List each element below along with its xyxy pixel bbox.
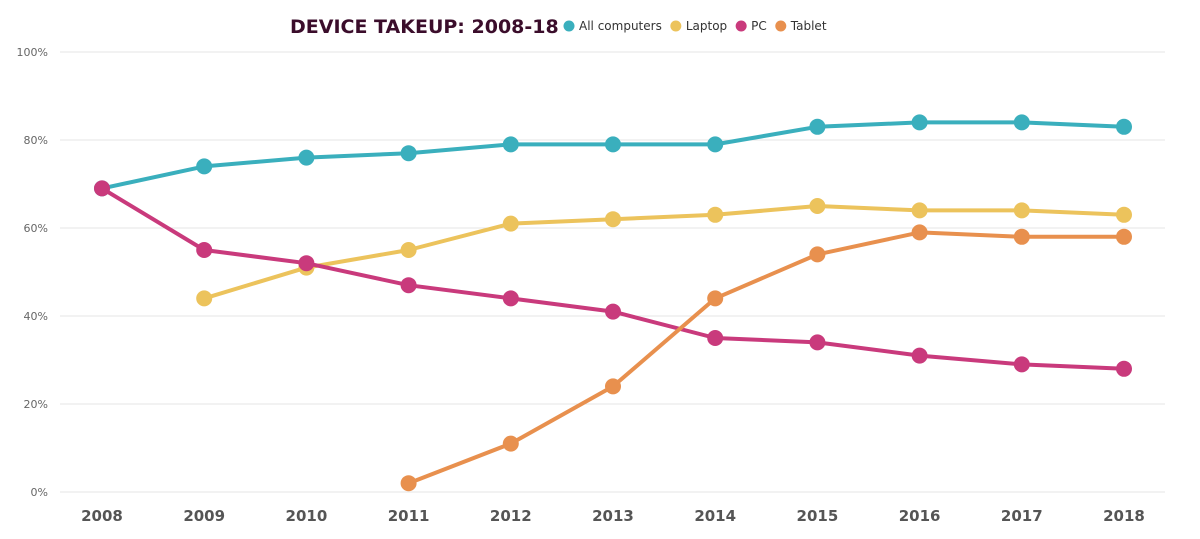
series-group — [94, 114, 1132, 492]
data-point-laptop[interactable] — [1013, 202, 1030, 219]
data-point-pc[interactable] — [605, 303, 621, 320]
x-axis-ticks: 2008 2009 2010 2011 2012 2013 2014 2015 2016 2017… — [81, 507, 1145, 525]
data-point-laptop[interactable] — [707, 206, 724, 223]
data-point-pc[interactable] — [1013, 356, 1030, 373]
data-point-all-computers[interactable] — [502, 136, 519, 153]
data-point-all-computers[interactable] — [605, 136, 621, 153]
data-point-laptop[interactable] — [400, 242, 417, 258]
data-point-tablet[interactable] — [400, 475, 417, 492]
series-pc — [94, 180, 1132, 377]
series-all-computers — [94, 114, 1132, 197]
y-tick-label: 80% — [24, 134, 48, 147]
legend: All computers Laptop PC Tablet — [563, 19, 827, 33]
data-point-all-computers[interactable] — [196, 158, 213, 175]
grid — [60, 51, 1165, 493]
x-tick-label: 2010 — [286, 507, 328, 525]
data-point-all-computers[interactable] — [707, 136, 724, 153]
legend-label: PC — [751, 19, 767, 33]
x-tick-label: 2018 — [1103, 507, 1145, 525]
x-tick-label: 2012 — [490, 507, 532, 525]
data-point-pc[interactable] — [502, 290, 519, 307]
x-tick-label: 2014 — [694, 507, 736, 525]
x-tick-label: 2013 — [592, 507, 634, 525]
data-point-pc[interactable] — [94, 180, 110, 197]
x-tick-label: 2017 — [1001, 507, 1043, 525]
legend-item-tablet[interactable]: Tablet — [775, 19, 827, 33]
y-tick-label: 40% — [24, 310, 48, 323]
legend-item-laptop[interactable]: Laptop — [670, 19, 727, 33]
y-axis-ticks: 0% 20% 40% 60% 80% 100% — [17, 46, 48, 499]
legend-marker — [735, 20, 747, 32]
y-tick-label: 100% — [17, 46, 48, 59]
data-point-pc[interactable] — [911, 347, 928, 364]
legend-marker — [563, 20, 575, 32]
series-line-laptop — [202, 204, 1126, 301]
series-laptop — [196, 198, 1132, 307]
data-point-pc[interactable] — [1116, 360, 1132, 377]
legend-label: Laptop — [686, 19, 727, 33]
data-point-tablet[interactable] — [809, 246, 826, 263]
legend-item-pc[interactable]: PC — [735, 19, 767, 33]
x-tick-label: 2009 — [183, 507, 225, 525]
data-point-pc[interactable] — [298, 255, 315, 272]
data-point-all-computers[interactable] — [911, 114, 928, 131]
data-point-pc[interactable] — [707, 330, 724, 346]
data-point-laptop[interactable] — [911, 202, 928, 219]
data-point-pc[interactable] — [809, 334, 826, 351]
x-tick-label: 2011 — [388, 507, 430, 525]
data-point-all-computers[interactable] — [809, 118, 826, 135]
x-tick-label: 2008 — [81, 507, 123, 525]
data-point-tablet[interactable] — [1013, 228, 1030, 245]
y-tick-label: 60% — [24, 222, 48, 235]
data-point-tablet[interactable] — [707, 290, 724, 307]
legend-marker — [775, 20, 787, 32]
data-point-laptop[interactable] — [1116, 206, 1132, 223]
series-tablet — [400, 224, 1132, 492]
legend-label: Tablet — [790, 19, 827, 33]
series-line-tablet — [406, 230, 1126, 486]
data-point-laptop[interactable] — [809, 198, 826, 214]
data-point-tablet[interactable] — [502, 435, 519, 452]
legend-marker — [670, 20, 682, 32]
data-point-tablet[interactable] — [605, 378, 621, 395]
data-point-pc[interactable] — [196, 242, 213, 258]
chart-title: DEVICE TAKEUP: 2008-18 — [290, 16, 559, 38]
y-tick-label: 20% — [24, 398, 48, 411]
x-tick-label: 2016 — [899, 507, 941, 525]
y-tick-label: 0% — [31, 486, 48, 499]
legend-item-all-computers[interactable]: All computers — [563, 19, 662, 33]
legend-label: All computers — [579, 19, 662, 33]
series-line-all-computers — [100, 120, 1126, 191]
data-point-all-computers[interactable] — [1116, 118, 1132, 135]
data-point-tablet[interactable] — [1116, 228, 1132, 245]
data-point-laptop[interactable] — [196, 290, 213, 307]
data-point-tablet[interactable] — [911, 224, 928, 241]
x-tick-label: 2015 — [797, 507, 839, 525]
data-point-laptop[interactable] — [605, 211, 621, 228]
data-point-pc[interactable] — [400, 277, 417, 294]
data-point-all-computers[interactable] — [1013, 114, 1030, 131]
data-point-all-computers[interactable] — [400, 145, 417, 162]
data-point-all-computers[interactable] — [298, 149, 315, 166]
data-point-laptop[interactable] — [502, 215, 519, 232]
